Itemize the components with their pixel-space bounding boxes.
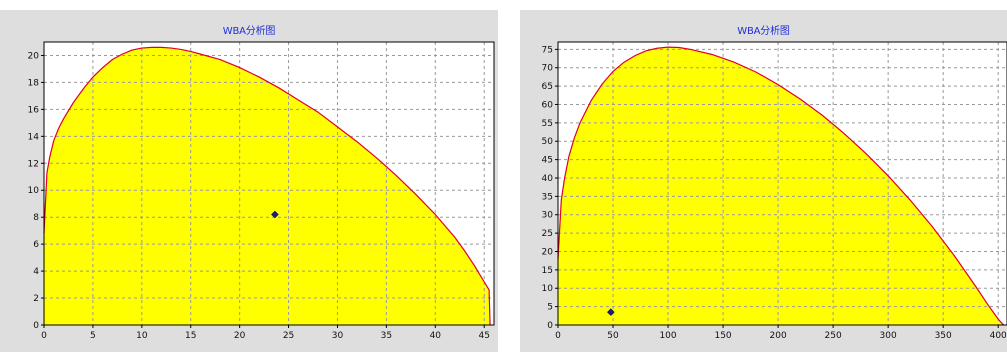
y-tick-label: 20 (542, 247, 554, 257)
x-tick-label: 300 (880, 331, 897, 341)
envelope-area (558, 47, 1004, 326)
y-tick-label: 14 (28, 132, 40, 142)
data-point (271, 210, 279, 219)
y-tick-label: 20 (28, 51, 40, 61)
y-tick-label: 12 (28, 159, 39, 169)
x-tick-label: 0 (555, 331, 561, 341)
plot-frame (43, 41, 495, 326)
envelope-edge (43, 46, 491, 326)
y-tick-label: 30 (542, 211, 554, 221)
y-tick-label: 55 (542, 119, 553, 129)
envelope-area (44, 47, 491, 326)
data-point (606, 308, 615, 316)
y-tick-label: 15 (542, 266, 553, 276)
x-tick-label: 45 (478, 331, 489, 341)
y-tick-label: 10 (28, 186, 40, 196)
x-tick-label: 40 (430, 331, 442, 341)
y-tick-label: 2 (33, 294, 39, 304)
y-tick-label: 25 (542, 229, 553, 239)
chart-title: WBA分析图 (737, 26, 790, 37)
x-tick-label: 350 (935, 331, 952, 341)
y-tick-label: 50 (542, 137, 554, 147)
x-tick-label: 10 (136, 331, 148, 341)
y-tick-label: 4 (33, 267, 39, 277)
x-tick-label: 5 (90, 331, 96, 341)
y-tick-label: 40 (542, 174, 554, 184)
chart-canvas: 0 5 10 15 20 25 30 35 40 45 0 2 4 6 8 10 12 14 16 18 20 (28, 41, 495, 341)
y-tick-label: 45 (542, 156, 553, 166)
x-tick-label: 200 (770, 331, 787, 341)
chart-title: WBA分析图 (222, 26, 276, 37)
x-tick-label: 25 (283, 331, 294, 341)
grid (558, 42, 1007, 325)
y-tick-label: 75 (542, 45, 553, 55)
x-tick-label: 400 (990, 331, 1007, 341)
x-tick-label: 15 (185, 331, 196, 341)
x-tick-label: 150 (714, 331, 731, 341)
y-tick-label: 65 (542, 82, 553, 92)
x-tick-label: 35 (381, 331, 392, 341)
y-tick-label: 0 (547, 321, 553, 331)
x-tick-label: 250 (825, 331, 842, 341)
x-tick-label: 0 (41, 331, 47, 341)
x-tick-label: 30 (332, 331, 344, 341)
y-tick-label: 0 (33, 321, 39, 331)
wba-chart-right: WBA分析图 0 50 100 150 200 250 300 350 400 0 5 10 15 20 2… (520, 10, 1007, 352)
envelope-edge (557, 46, 1005, 326)
wba-chart-left: WBA分析图 0 5 10 15 20 25 30 35 40 45 0 2 4 6 8 10 12 14 16 18… (0, 10, 498, 352)
y-tick-label: 70 (542, 64, 554, 74)
y-tick-label: 5 (547, 303, 553, 313)
y-tick-label: 18 (28, 78, 40, 88)
y-tick-label: 10 (542, 284, 554, 294)
grid (44, 42, 494, 325)
y-tick-label: 6 (33, 240, 39, 250)
chart-canvas: 0 50 100 150 200 250 300 350 400 0 5 10 15 20 25 30 35 40… (542, 41, 1007, 341)
x-tick-label: 100 (659, 331, 676, 341)
x-tick-label: 50 (607, 331, 619, 341)
y-tick-label: 8 (33, 213, 39, 223)
y-tick-label: 60 (542, 100, 554, 110)
y-tick-label: 16 (28, 105, 40, 115)
x-tick-label: 20 (234, 331, 246, 341)
plot-frame (557, 41, 1007, 326)
y-tick-label: 35 (542, 192, 553, 202)
